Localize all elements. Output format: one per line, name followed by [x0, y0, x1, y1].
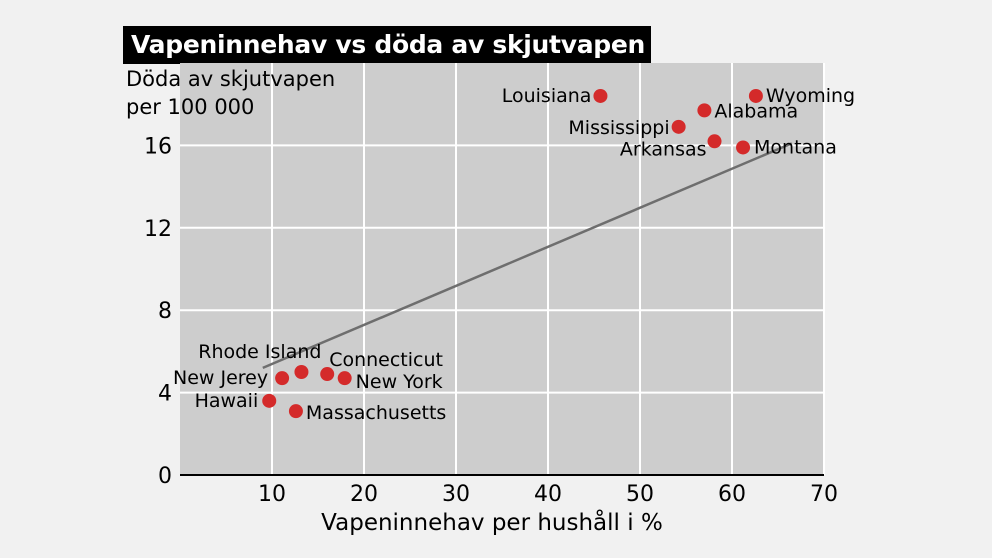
data-point	[320, 367, 335, 382]
x-tick-label: 40	[534, 482, 562, 507]
data-point	[337, 371, 352, 386]
x-tick-label: 30	[442, 482, 470, 507]
data-point	[294, 365, 309, 379]
data-point	[275, 371, 290, 386]
chart-title: Vapeninnehav vs döda av skjutvapen	[131, 30, 646, 59]
y-axis-label-line-1: Döda av skjutvapen	[126, 67, 335, 91]
data-points	[262, 88, 763, 419]
plot-area	[180, 63, 824, 475]
point-label: Alabama	[714, 100, 798, 122]
data-point	[707, 134, 722, 149]
point-label: Louisiana	[502, 85, 592, 107]
data-point	[671, 119, 686, 134]
point-label: Mississippi	[568, 117, 669, 139]
data-point	[748, 88, 763, 103]
point-label: Hawaii	[195, 390, 259, 412]
x-tick-label: 10	[258, 482, 286, 507]
y-tick-label: 12	[144, 217, 172, 242]
trend-line	[262, 142, 793, 370]
x-axis-label: Vapeninnehav per hushåll i %	[321, 508, 663, 536]
point-label: Connecticut	[329, 349, 443, 371]
point-label: Wyoming	[766, 85, 855, 107]
x-tick-label: 20	[350, 482, 378, 507]
x-tick-label: 70	[810, 482, 838, 507]
y-tick-label: 0	[158, 464, 172, 489]
data-point	[736, 140, 751, 155]
x-tick-label: 50	[626, 482, 654, 507]
data-point	[262, 393, 277, 408]
y-axis-label-line-2: per 100 000	[126, 95, 254, 119]
point-label: New York	[356, 371, 443, 393]
grid-lines	[180, 63, 825, 475]
data-point	[593, 88, 608, 103]
data-point	[288, 404, 303, 419]
data-point	[697, 103, 712, 118]
y-tick-label: 16	[144, 134, 172, 159]
point-label: Arkansas	[620, 138, 707, 160]
point-label: Rhode Island	[198, 341, 321, 363]
y-tick-label: 4	[158, 382, 172, 407]
point-label: New Jerey	[173, 367, 268, 389]
point-label: Montana	[754, 136, 837, 158]
point-label: Massachusetts	[306, 402, 446, 424]
axes: 10 20 30 40 50 60 70 0 4 8 12 16	[144, 134, 838, 507]
x-tick-label: 60	[718, 482, 746, 507]
y-tick-label: 8	[158, 299, 172, 324]
chart-title-box: Vapeninnehav vs döda av skjutvapen	[123, 26, 651, 64]
